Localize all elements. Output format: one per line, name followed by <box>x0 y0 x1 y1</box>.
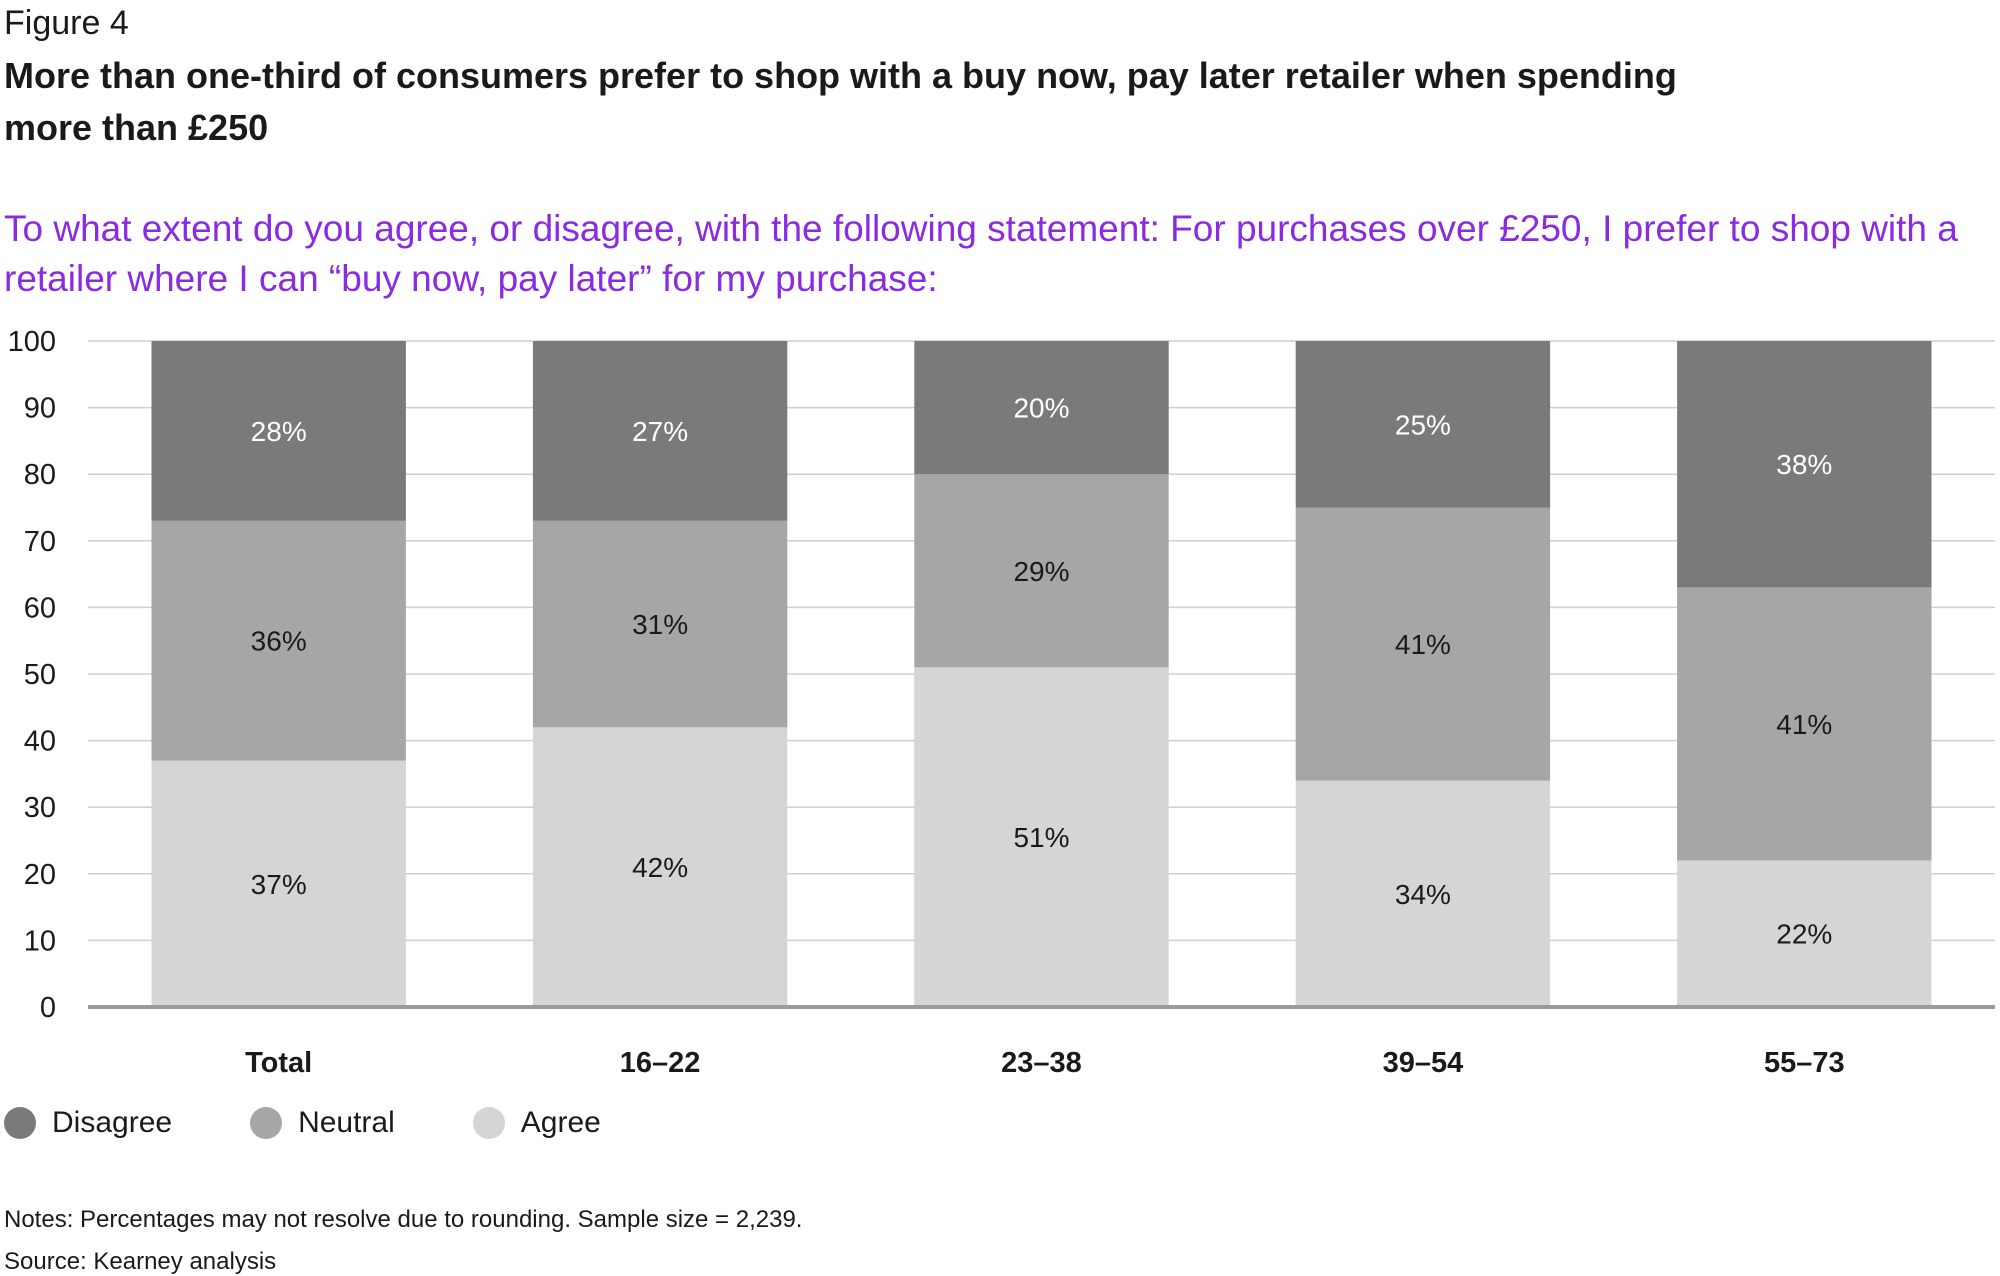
legend-swatch-disagree <box>4 1107 36 1139</box>
legend-label-disagree: Disagree <box>52 1106 173 1139</box>
data-label-neutral-1: 31% <box>632 609 688 640</box>
bar-segment-disagree-4 <box>1677 341 1932 588</box>
y-tick-label-60: 60 <box>24 592 56 624</box>
y-tick-label-0: 0 <box>40 992 56 1024</box>
bar-segment-neutral-3 <box>1295 507 1551 781</box>
data-label-agree-3: 34% <box>1395 879 1451 910</box>
data-label-neutral-0: 36% <box>251 626 307 657</box>
source: Source: Kearney analysis <box>4 1248 277 1275</box>
legend-item-agree: Agree <box>472 1106 601 1140</box>
y-tick-label-70: 70 <box>24 526 56 558</box>
bar-segment-disagree-2 <box>914 341 1169 475</box>
x-tick-label-2: 23–38 <box>1001 1047 1082 1079</box>
data-label-disagree-2: 20% <box>1013 393 1069 424</box>
data-label-disagree-1: 27% <box>632 416 688 447</box>
x-tick-label-4: 55–73 <box>1764 1047 1845 1079</box>
survey-question: To what extent do you agree, or disagree… <box>4 208 1958 299</box>
bar-segment-neutral-2 <box>914 474 1169 668</box>
legend-item-disagree: Disagree <box>4 1106 172 1140</box>
legend-label-neutral: Neutral <box>298 1106 395 1139</box>
bar-segment-agree-2 <box>914 667 1169 1007</box>
x-tick-label-1: 16–22 <box>620 1047 701 1079</box>
chart-title: More than one-third of consumers prefer … <box>4 55 1677 148</box>
x-tick-label-3: 39–54 <box>1383 1047 1464 1079</box>
bar-segment-agree-4 <box>1677 860 1932 1007</box>
data-label-neutral-3: 41% <box>1395 629 1451 660</box>
data-label-disagree-4: 38% <box>1776 449 1832 480</box>
y-tick-label-50: 50 <box>24 659 56 691</box>
legend-item-neutral: Neutral <box>250 1106 395 1140</box>
bar-segment-neutral-4 <box>1677 587 1932 861</box>
legend-swatch-agree <box>472 1107 505 1139</box>
y-tick-label-20: 20 <box>24 859 56 891</box>
y-tick-label-100: 100 <box>8 326 56 358</box>
y-tick-label-10: 10 <box>24 925 56 957</box>
data-label-neutral-4: 41% <box>1776 709 1832 740</box>
data-label-disagree-0: 28% <box>251 416 307 447</box>
data-label-agree-0: 37% <box>251 869 307 900</box>
data-label-agree-4: 22% <box>1776 919 1832 950</box>
bar-segment-disagree-1 <box>532 341 788 521</box>
bar-segment-agree-0 <box>151 760 406 1007</box>
data-label-agree-2: 51% <box>1013 822 1069 853</box>
data-label-agree-1: 42% <box>632 852 688 883</box>
y-tick-label-80: 80 <box>24 459 56 491</box>
legend-swatch-neutral <box>250 1107 283 1139</box>
y-tick-label-40: 40 <box>24 726 56 758</box>
x-tick-label-0: Total <box>245 1047 312 1079</box>
data-label-neutral-2: 29% <box>1013 556 1069 587</box>
stacked-bar-chart: 0 10 20 30 40 50 60 70 80 90 100 37% 36% 28% Total 42% 3… <box>8 326 1995 1079</box>
notes: Notes: Percentages may not resolve due t… <box>4 1206 803 1233</box>
legend-label-agree: Agree <box>520 1106 601 1139</box>
figure-label: Figure 4 <box>4 4 129 42</box>
bar-segment-agree-1 <box>532 727 788 1007</box>
bar-segment-disagree-0 <box>151 341 406 521</box>
bar-segment-neutral-0 <box>151 520 406 761</box>
bar-segment-disagree-3 <box>1295 341 1551 508</box>
bar-segment-agree-3 <box>1295 780 1551 1007</box>
y-tick-label-90: 90 <box>24 393 56 425</box>
y-tick-label-30: 30 <box>24 792 56 824</box>
bar-segment-neutral-1 <box>532 520 788 728</box>
data-label-disagree-3: 25% <box>1395 409 1451 440</box>
legend: Disagree Neutral Agree <box>4 1106 679 1140</box>
